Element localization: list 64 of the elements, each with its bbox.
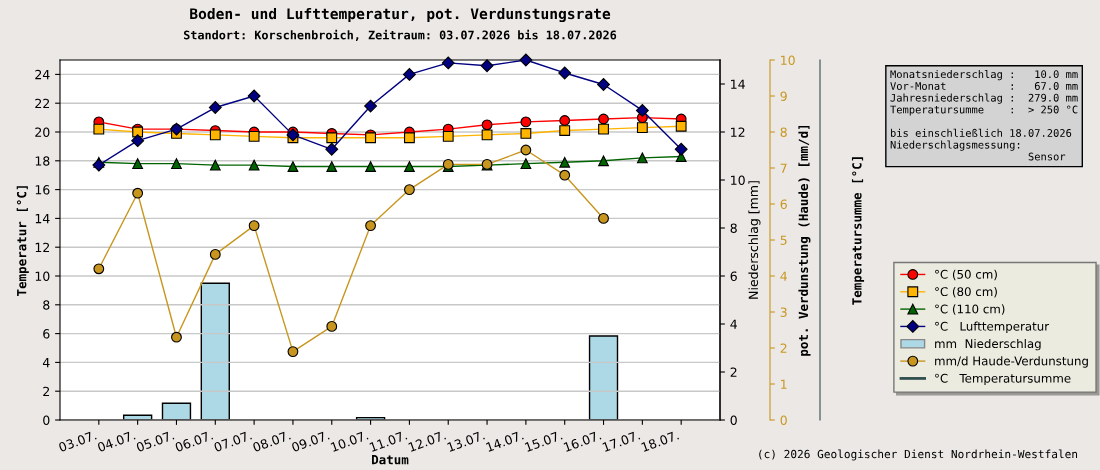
y-tick-label: 6 [43,329,50,339]
x-tick-label: 07.07. [213,430,253,453]
x-tick-label: 16.07. [563,430,602,452]
y2-tick-label: 6 [730,271,737,281]
y3-tick-label: 5 [780,235,787,245]
x-tick-label: 10.07. [330,430,369,452]
y3-tick-label: 7 [780,163,787,173]
legend-label: °C Lufttemperatur [935,321,1050,334]
x-tick-label: 08.07. [252,430,291,453]
y3-tick-label: 0 [780,415,787,425]
y2-tick-label: 12 [731,127,745,137]
y3-tick-label: 3 [780,307,787,317]
y-tick-label: 12 [35,242,50,252]
y-axis-title: Temperatur [°C] [16,186,29,296]
x-tick-label: 12.07. [408,430,447,452]
y2-tick-label: 0 [730,415,737,425]
legend-label: °C (50 cm) [935,269,997,281]
x-tick-label: 13.07. [446,430,485,452]
chart-subtitle: Standort: Korschenbroich, Zeitraum: 03.07.2026 bis 18.07.2026 [183,29,617,41]
legend-label: °C Temperatursumme [935,373,1071,386]
y2-tick-label: 4 [730,319,737,329]
y2-tick-label: 14 [731,79,745,89]
legend-label: °C (110 cm) [935,304,1005,315]
y-tick-label: 10 [35,271,50,281]
x-tick-label: 03.07. [58,430,97,453]
y-tick-label: 24 [35,69,50,80]
y3-tick-label: 4 [780,271,787,281]
y3-tick-label: 9 [780,91,787,101]
y3-tick-label: 2 [780,343,787,353]
y-tick-label: 14 [35,214,50,224]
x-axis-title: Datum [372,455,409,465]
y-tick-label: 16 [35,185,50,195]
x-tick-label: 18.07. [641,430,680,452]
y3-axis-title: pot. Verdunstung (Haude) [mm/d] [798,125,811,356]
x-tick-label: 15.07. [524,430,563,452]
y2-tick-label: 8 [730,223,737,233]
y3-tick-label: 1 [781,379,787,389]
x-tick-label: 17.07. [602,430,641,452]
y3-tick-label: 8 [780,127,787,137]
y2-axis-title: Niederschlag [mm] [748,181,761,299]
x-tick-label: 11.07. [369,430,408,452]
y-tick-label: 0 [43,415,50,425]
y-tick-label: 2 [43,386,50,396]
chart-title: Boden- und Lufttemperatur, pot. Verdunstungsrate [190,7,611,23]
legend-label: mm/d Haude-Verdunstung [935,356,1088,368]
text: (c) 2026 Geologischer Dienst Nordrhein-Westfalen [759,449,1078,461]
text: Temperatursumme [°C] [851,157,865,305]
legend-label: °C (80 cm) [935,286,997,298]
y3-tick-label: 10 [781,55,795,65]
y-tick-label: 8 [43,300,50,310]
x-tick-label: 09.07. [291,430,330,453]
x-tick-label: 06.07. [174,430,214,453]
x-tick-label: 05.07. [135,430,175,453]
text: Monatsniederschlag : 10.0 mm Vor-Monat : 67.0 mm Jahresniederschlag : 279.0 mm Temperatursumme : > 250 °C bis einschließlich 18.07.2026 Niederschlagsmessung: Sensor [890,70,1078,161]
x-tick-label: 14.07. [485,430,524,452]
y-tick-label: 22 [35,98,50,108]
x-tick-label: 04.07. [97,430,136,453]
legend-label: mm Niederschlag [935,338,1041,351]
y-tick-label: 20 [35,127,50,137]
y-tick-label: 18 [35,156,50,166]
y-tick-label: 4 [42,358,50,368]
y3-tick-label: 6 [780,199,787,209]
y2-tick-label: 2 [730,367,737,377]
y2-tick-label: 10 [731,175,745,185]
